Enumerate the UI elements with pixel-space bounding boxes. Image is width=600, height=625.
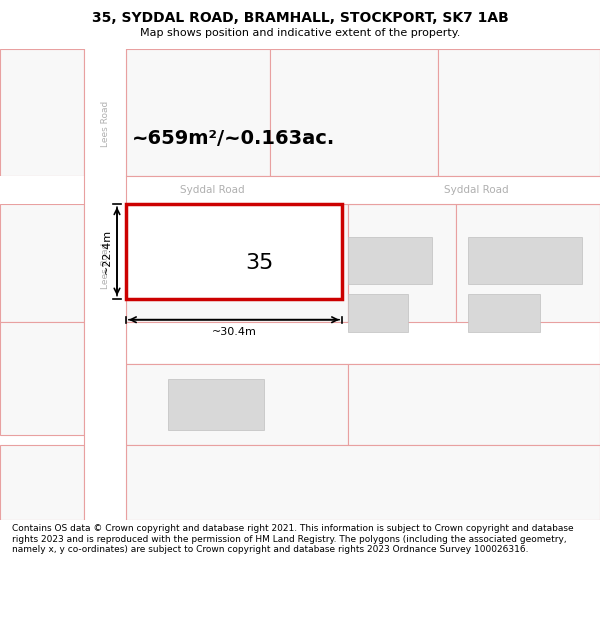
Bar: [270, 49, 438, 176]
Bar: [0, 322, 84, 435]
Text: ~659m²/~0.163ac.: ~659m²/~0.163ac.: [132, 129, 335, 148]
Text: Lees Road: Lees Road: [101, 242, 110, 289]
Bar: [0, 444, 84, 520]
Bar: [0, 176, 84, 204]
Bar: [168, 379, 264, 431]
Bar: [126, 444, 600, 520]
Bar: [126, 204, 342, 299]
Text: 35, SYDDAL ROAD, BRAMHALL, STOCKPORT, SK7 1AB: 35, SYDDAL ROAD, BRAMHALL, STOCKPORT, SK…: [92, 11, 508, 25]
Bar: [348, 204, 456, 346]
Text: Lees Road: Lees Road: [101, 101, 110, 148]
Bar: [204, 247, 312, 294]
Bar: [126, 322, 600, 364]
Bar: [456, 204, 600, 346]
Text: 35: 35: [246, 253, 274, 272]
Bar: [0, 49, 84, 176]
Text: Syddal Road: Syddal Road: [444, 185, 509, 195]
Text: ~30.4m: ~30.4m: [212, 327, 256, 337]
Bar: [126, 204, 348, 322]
Bar: [468, 238, 582, 284]
Bar: [348, 238, 432, 284]
Text: ~22.4m: ~22.4m: [102, 229, 112, 274]
Bar: [126, 364, 348, 444]
Bar: [0, 204, 84, 322]
Bar: [468, 294, 540, 331]
Bar: [348, 364, 600, 444]
Text: Contains OS data © Crown copyright and database right 2021. This information is : Contains OS data © Crown copyright and d…: [12, 524, 574, 554]
Bar: [126, 49, 270, 176]
Text: Syddal Road: Syddal Road: [180, 185, 245, 195]
Text: Map shows position and indicative extent of the property.: Map shows position and indicative extent…: [140, 28, 460, 38]
Bar: [438, 49, 600, 176]
Bar: [126, 176, 600, 204]
Bar: [348, 294, 408, 331]
Bar: [84, 49, 126, 520]
